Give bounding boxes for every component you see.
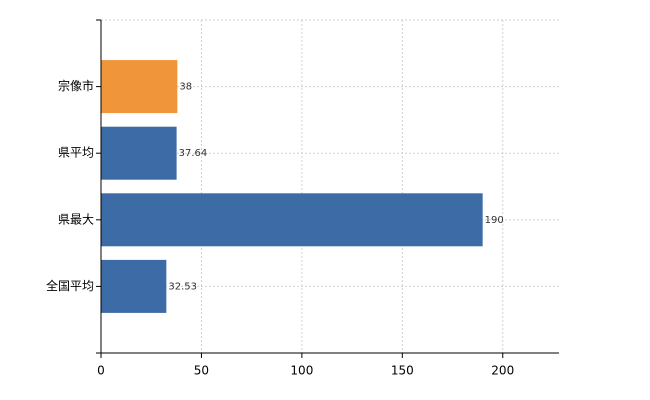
value-label: 38 [179, 82, 192, 93]
value-label: 37.64 [179, 148, 208, 159]
x-tick-label: 0 [97, 364, 105, 378]
value-label: 32.53 [168, 281, 197, 292]
x-tick-label: 50 [194, 364, 209, 378]
bar [101, 193, 483, 247]
x-tick-label: 100 [290, 364, 313, 378]
x-tick-label: 200 [491, 364, 514, 378]
y-tick-label: 宗像市 [58, 78, 94, 93]
y-tick-label: 県平均 [58, 146, 94, 160]
y-tick-label: 全国平均 [46, 278, 94, 293]
bar [101, 259, 167, 313]
bar [101, 60, 178, 114]
x-tick-label: 150 [391, 364, 414, 378]
bar [101, 126, 177, 180]
value-label: 190 [485, 215, 504, 226]
y-tick-label: 県最大 [58, 212, 94, 226]
